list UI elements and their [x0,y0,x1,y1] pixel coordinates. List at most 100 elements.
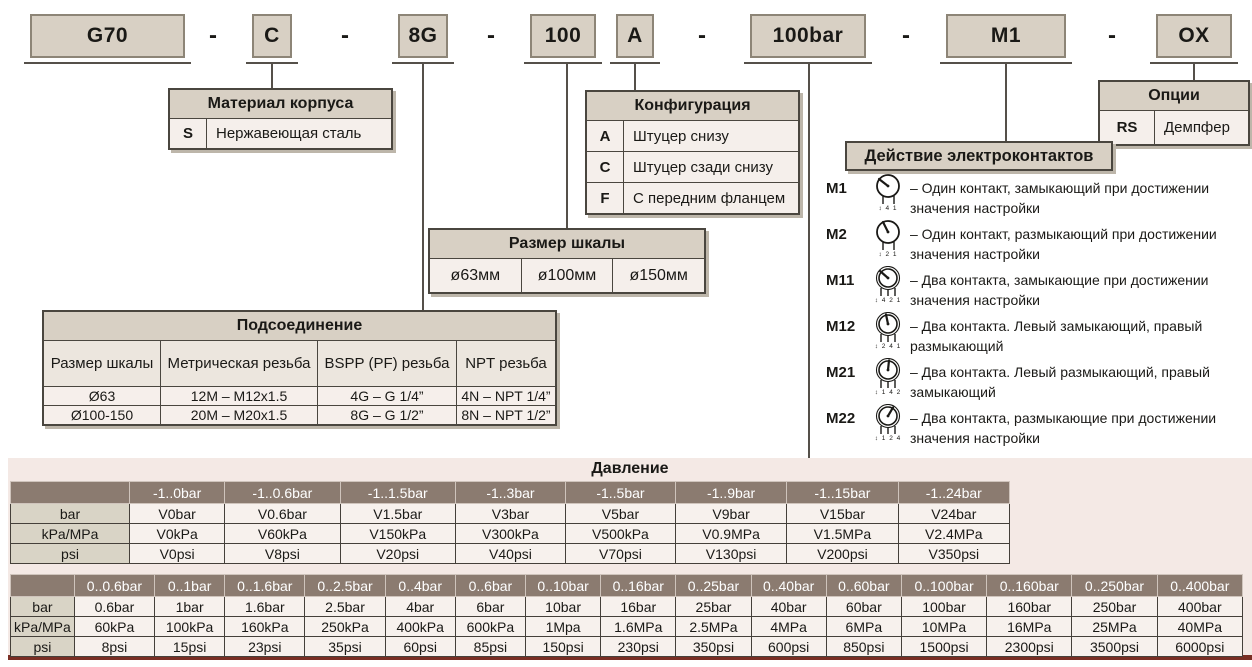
table-row: kPa/MPa V0kPa V60kPa V150kPa V300kPa V50… [10,523,1011,544]
column-header: 0..6bar [454,574,526,597]
contact-item-m22: M22 ↕ 1 2 4 – Два контакта, размыкающие … [826,404,1252,450]
column-header: Метрическая резьба [160,341,318,387]
table-row: psi 8psi 15psi 23psi 35psi 60psi 85psi 1… [10,636,1244,657]
column-header: 0..40bar [750,574,827,597]
cell: 850psi [825,636,902,657]
cell: V70psi [564,543,676,564]
connection-title: Подсоединение [44,312,555,341]
cell: 350psi [675,636,752,657]
cell: 12M – M12x1.5 [160,386,318,406]
cell: V9bar [674,503,788,524]
cell: 0.6bar [73,596,156,617]
contact-desc: – Два контакта. Левый замыкающий, правый… [910,318,1203,354]
contact-item-m11: M11 ↕ 4 2 1 – Два контакта, замыкающие п… [826,266,1252,312]
table-row: bar 0.6bar 1bar 1.6bar 2.5bar 4bar 6bar … [10,596,1244,617]
cell: 150psi [524,636,602,657]
connector-underline [524,62,602,64]
column-header: 0..16bar [600,574,677,597]
cell: Ø63 [44,386,161,406]
column-header: -1..0bar [128,481,226,504]
cell: 100kPa [154,616,226,637]
column-header: 0..60bar [825,574,902,597]
cell: 20M – M20x1.5 [160,405,318,424]
options-title: Опции [1100,82,1248,111]
cell: V150kPa [339,523,456,544]
connector-line [634,62,636,90]
config-code: C [587,152,624,182]
cell: V0psi [128,543,226,564]
code-box-pressure: 100bar [750,14,866,58]
code-box-scale-size: 100 [530,14,596,58]
cell: 4G – G 1/4” [317,386,457,406]
code-separator: - [1108,22,1116,49]
column-header: 0..25bar [675,574,752,597]
cell: 23psi [224,636,306,657]
cell: 4N – NPT 1/4” [456,386,555,406]
material-desc: Нержавеющая сталь [216,125,362,142]
table-row: RS Демпфер [1100,111,1248,144]
column-header [10,481,130,504]
cell: 16bar [600,596,677,617]
contact-code: M1 [826,180,847,197]
cell: 2.5bar [304,596,386,617]
contact-item-m12: M12 ↕ 2 4 1 – Два контакта. Левый замыка… [826,312,1252,358]
gauge-contact-icon: ↕ 4 2 1 [866,266,910,304]
cell: 8psi [73,636,156,657]
cell: 160kPa [224,616,306,637]
code-box-label: 100bar [772,24,844,47]
cell: 1Mpa [524,616,602,637]
contacts-title: Действие электроконтактов [845,141,1113,171]
column-header: -1..24bar [897,481,1011,504]
option-desc: Демпфер [1164,119,1230,136]
cell: 6bar [454,596,526,617]
positive-pressure-table: 0..0.6bar 0..1bar 0..1.6bar 0..2.5bar 0.… [10,574,1244,657]
table-row: A Штуцер снизу [587,121,798,152]
scale-size-title: Размер шкалы [430,230,704,259]
gauge-contact-icon: ↕ 1 2 4 [866,404,910,442]
cell: 400bar [1156,596,1244,617]
table-header-row: 0..0.6bar 0..1bar 0..1.6bar 0..2.5bar 0.… [10,574,1244,597]
cell: 60bar [825,596,902,617]
cell: 16MPa [986,616,1073,637]
code-separator: - [341,22,349,49]
contact-terminals: ↕ 4 2 1 [874,297,902,304]
option-code: RS [1100,111,1155,144]
column-header: -1..5bar [564,481,676,504]
config-desc: Штуцер сзади снизу [633,158,773,176]
config-code: A [587,121,624,151]
column-header: 0..2.5bar [304,574,386,597]
code-box-label: M1 [990,24,1022,47]
column-header: -1..15bar [786,481,899,504]
cell: 1500psi [900,636,988,657]
material-code: S [170,119,207,148]
table-row: F С передним фланцем [587,183,798,213]
pressure-title: Давление [591,460,669,477]
column-header: BSPP (PF) резьба [317,341,457,387]
code-box-label: G70 [86,24,129,47]
config-code: F [587,183,624,213]
cell: 6000psi [1156,636,1244,657]
cell: Ø100-150 [44,405,161,424]
body-material-panel: Материал корпуса S Нержавеющая сталь [168,88,393,150]
column-header: 0..400bar [1156,574,1244,597]
cell: 8N – NPT 1/2” [456,405,555,424]
contact-terminals: ↕ 4 1 [878,205,898,212]
cell: V300kPa [454,523,566,544]
table-row: psi V0psi V8psi V20psi V40psi V70psi V13… [10,543,1011,564]
column-header: 0..0.6bar [73,574,156,597]
contacts-list: M1 ↕ 4 1 – Один контакт, замыкающий при … [826,174,1252,450]
row-label: psi [10,543,130,564]
table-row: S Нержавеющая сталь [170,119,391,148]
connector-line [422,62,424,310]
cell: 25MPa [1071,616,1158,637]
row-label: bar [10,503,130,524]
table-header-row: -1..0bar -1..0.6bar -1..1.5bar -1..3bar … [10,481,1011,504]
column-header: 0..160bar [986,574,1073,597]
column-header: Размер шкалы [44,341,161,387]
pressure-section: Давление -1..0bar -1..0.6bar -1..1.5bar … [8,458,1252,660]
row-label: bar [10,596,75,617]
code-box-connection: 8G [398,14,448,58]
contact-item-m2: M2 ↕ 2 1 – Один контакт, размыкающий при… [826,220,1252,266]
gauge-contact-icon: ↕ 2 1 [866,220,910,258]
